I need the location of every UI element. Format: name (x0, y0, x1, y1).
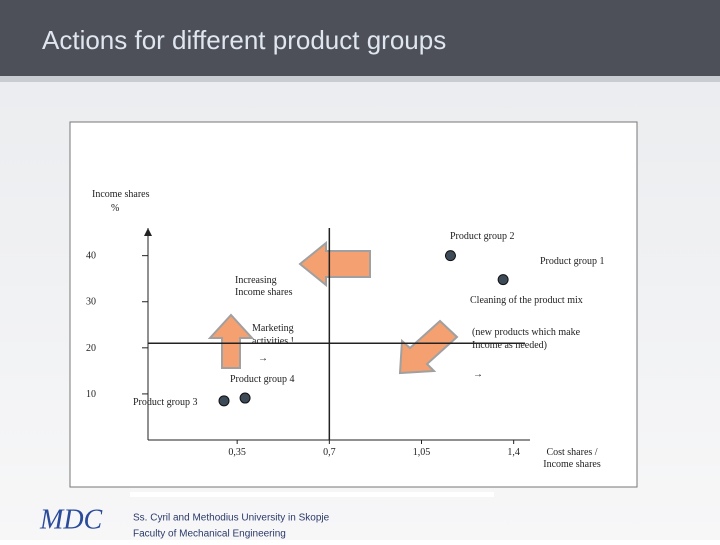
point (444, 250, 456, 262)
y-tick-label: 40 (86, 251, 96, 262)
point-label: Product group 1 (540, 256, 604, 267)
annotation: Income as needed) (472, 340, 547, 351)
y-tick-label: 30 (86, 297, 96, 308)
footer-line: Faculty of Mechanical Engineering (133, 529, 286, 540)
x-tick-label: 1,4 (507, 447, 520, 458)
y-tick-label: 10 (86, 389, 96, 400)
annotation: Cleaning of the product mix (470, 295, 583, 306)
annotation: Increasing (235, 275, 277, 286)
y-axis-label: Income shares (92, 189, 150, 200)
annotation: (new products which make (472, 327, 581, 338)
x-tick-label: 0,7 (323, 447, 336, 458)
x-axis-label: Income shares (543, 459, 601, 470)
point-label: Product group 4 (230, 374, 294, 385)
logo: MDC (39, 504, 103, 535)
chart-frame (69, 121, 638, 488)
point (239, 392, 251, 404)
annotation: Income shares (235, 287, 293, 298)
annotation: activities ! (252, 336, 294, 347)
y-tick-label: 20 (86, 343, 96, 354)
annotation: → (473, 369, 483, 380)
title-bar (0, 0, 720, 76)
point-label: Product group 3 (133, 397, 197, 408)
point (218, 395, 230, 407)
y-axis-label: % (111, 203, 119, 214)
title-rule (0, 76, 720, 82)
x-tick-label: 1,05 (413, 447, 431, 458)
y-axis-arrow (144, 228, 152, 236)
point (497, 274, 509, 286)
annotation: Marketing (252, 323, 294, 334)
slide-title: Actions for different product groups (42, 25, 446, 55)
x-axis-label: Cost shares / (546, 447, 597, 458)
point-label: Product group 2 (450, 231, 514, 242)
footer-rule (130, 492, 494, 497)
x-tick-label: 0,35 (228, 447, 246, 458)
annotation: → (258, 353, 268, 364)
footer-line: Ss. Cyril and Methodius University in Sk… (133, 513, 330, 524)
arrows (207, 240, 459, 375)
